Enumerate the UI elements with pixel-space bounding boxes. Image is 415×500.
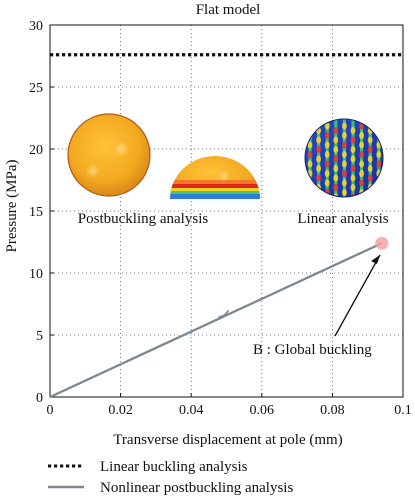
mode-lobe <box>376 179 382 187</box>
mode-lobe <box>367 193 373 197</box>
mode-lobe <box>324 141 330 149</box>
y-tick-label: 30 <box>29 19 43 34</box>
y-tick-label: 10 <box>29 267 43 282</box>
mode-lobe <box>367 174 373 182</box>
x-tick-label: 0.02 <box>108 403 133 418</box>
mode-lobe <box>324 169 330 178</box>
mode-lobe <box>350 193 356 197</box>
mode-lobe <box>376 122 382 130</box>
x-axis: 0 0.02 0.04 0.06 0.08 0.1 <box>47 393 412 418</box>
y-tick-label: 25 <box>29 81 43 96</box>
linear-analysis-sphere-image <box>304 118 384 198</box>
mode-lobe <box>376 150 382 159</box>
legend: Linear buckling analysis Nonlinear postb… <box>48 459 293 496</box>
series-nonlinear-postbuckling <box>49 242 383 399</box>
y-tick-label: 0 <box>36 391 43 406</box>
global-buckling-annotation: B : Global buckling <box>253 254 381 358</box>
mode-lobe <box>333 155 339 163</box>
curve-kink <box>218 309 230 319</box>
mode-lobe <box>367 145 373 154</box>
linear-analysis-label: Linear analysis <box>297 211 388 227</box>
mode-lobe <box>307 160 313 168</box>
mode-lobe <box>376 188 382 197</box>
mode-lobe <box>316 174 321 182</box>
global-buckling-label: B : Global buckling <box>253 342 372 358</box>
mode-lobe <box>307 188 313 197</box>
mode-lobe <box>324 122 330 130</box>
mode-lobe <box>316 155 321 163</box>
y-axis: 0 5 10 15 20 25 30 <box>29 19 54 406</box>
mode-lobe <box>316 145 321 154</box>
global-buckling-point <box>375 236 389 250</box>
mode-lobe <box>376 160 382 168</box>
mode-lobe <box>342 169 347 178</box>
chart-title: Flat model <box>196 2 261 18</box>
x-tick-label: 0.08 <box>320 403 345 418</box>
mode-lobe <box>316 164 321 173</box>
mode-lobe <box>359 150 364 159</box>
mode-lobe <box>333 183 339 192</box>
mode-lobe <box>324 179 330 187</box>
mode-lobe <box>342 188 347 197</box>
mode-lobe <box>350 145 356 154</box>
legend-label-linear: Linear buckling analysis <box>100 459 248 475</box>
grid <box>50 25 403 397</box>
mode-lobe <box>350 174 356 182</box>
mode-lobe <box>324 150 330 159</box>
mode-lobe <box>359 131 364 140</box>
mode-lobe <box>333 164 339 173</box>
mode-lobe <box>307 150 313 159</box>
x-tick-label: 0.04 <box>179 403 204 418</box>
mode-lobe <box>307 141 313 149</box>
legend-label-nonlinear: Nonlinear postbuckling analysis <box>100 480 293 496</box>
mode-lobe <box>333 174 339 182</box>
y-tick-label: 20 <box>29 143 43 158</box>
mode-lobe <box>367 155 373 163</box>
mode-lobe <box>333 193 339 197</box>
x-tick-label: 0.06 <box>250 403 275 418</box>
mode-lobe <box>342 179 347 187</box>
mode-lobe <box>342 150 347 159</box>
mode-lobe <box>342 131 347 140</box>
mode-lobe <box>359 160 364 168</box>
y-tick-label: 15 <box>29 205 43 220</box>
mode-lobe <box>350 164 356 173</box>
mode-lobe <box>333 126 339 135</box>
mode-lobe <box>367 164 373 173</box>
mode-lobe <box>333 136 339 144</box>
postbuckling-analysis-label: Postbuckling analysis <box>78 211 209 227</box>
mode-lobe <box>324 131 330 140</box>
mode-lobe <box>324 160 330 168</box>
mode-lobe <box>350 155 356 163</box>
mode-lobe <box>359 169 364 178</box>
mode-lobe <box>367 136 373 144</box>
mode-lobe <box>350 136 356 144</box>
mode-lobe <box>350 183 356 192</box>
mode-lobe <box>342 160 347 168</box>
mode-lobe <box>333 145 339 154</box>
y-axis-label: Pressure (MPa) <box>4 160 20 253</box>
mode-lobe <box>359 179 364 187</box>
mode-lobe <box>359 141 364 149</box>
y-tick-label: 5 <box>36 329 43 344</box>
mode-lobe <box>316 193 322 197</box>
postbuckling-sphere-image <box>67 113 151 197</box>
mode-lobe <box>307 122 313 130</box>
mode-lobe <box>342 122 347 130</box>
mode-lobe <box>316 136 321 144</box>
x-tick-label: 0 <box>47 403 54 418</box>
series-layer <box>49 53 403 399</box>
mode-lobe <box>342 141 347 149</box>
mode-lobe <box>350 126 356 135</box>
x-tick-label: 0.1 <box>394 403 412 418</box>
x-axis-label: Transverse displacement at pole (mm) <box>113 432 342 448</box>
postbuckling-dome-image <box>170 156 260 199</box>
